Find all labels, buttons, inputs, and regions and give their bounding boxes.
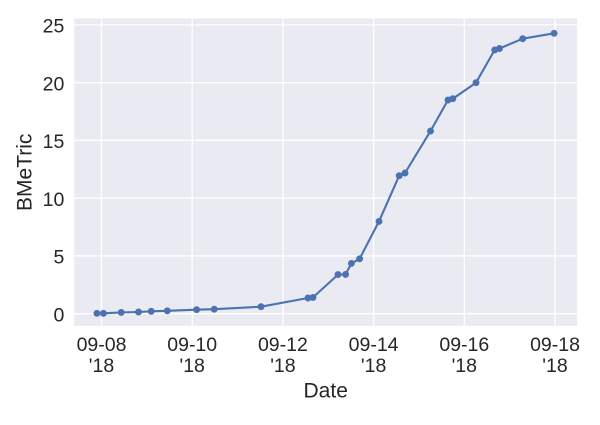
svg-text:'18: '18 [179,355,204,377]
svg-text:BMeTric: BMeTric [14,134,37,211]
svg-text:09-08: 09-08 [77,334,127,356]
svg-text:5: 5 [53,247,64,269]
svg-text:10: 10 [43,189,65,211]
svg-text:25: 25 [43,16,65,38]
svg-text:'18: '18 [361,355,386,377]
svg-text:09-18: 09-18 [530,334,580,356]
svg-text:09-12: 09-12 [258,334,308,356]
svg-text:09-10: 09-10 [167,334,217,356]
svg-text:'18: '18 [270,355,295,377]
svg-text:'18: '18 [542,355,567,377]
svg-text:20: 20 [43,74,65,96]
svg-text:15: 15 [43,131,65,153]
svg-text:09-16: 09-16 [439,334,489,356]
svg-text:'18: '18 [89,355,114,377]
svg-text:Date: Date [304,380,348,403]
svg-text:'18: '18 [452,355,477,377]
svg-text:0: 0 [53,305,64,327]
svg-text:09-14: 09-14 [349,334,399,356]
